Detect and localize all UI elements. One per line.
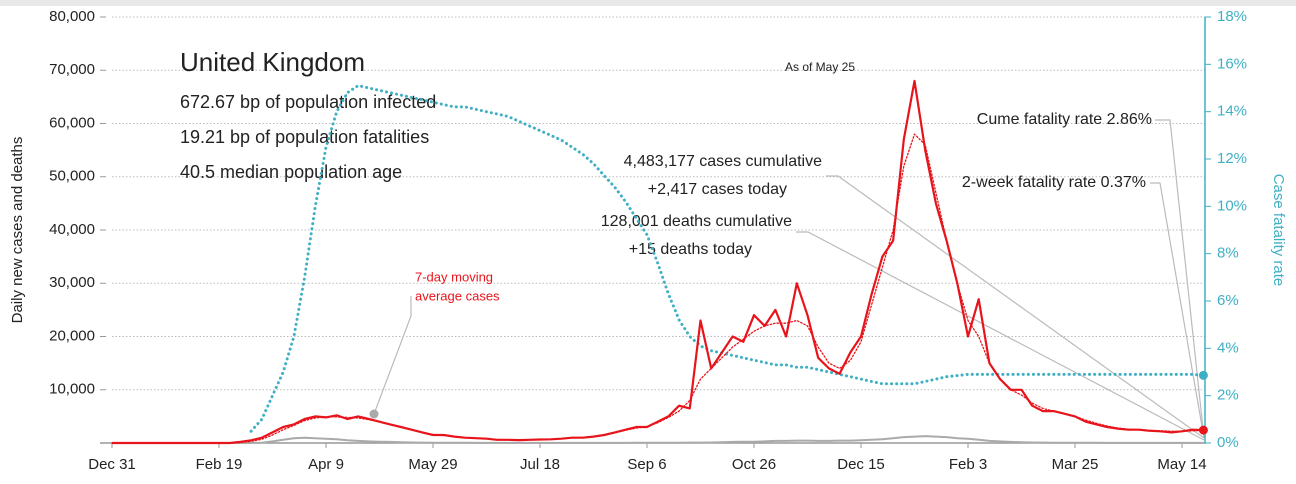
y-tick-label: 30,000 (49, 274, 95, 291)
stat-line: 40.5 median population age (180, 162, 402, 182)
x-tick-label: Feb 19 (196, 456, 243, 473)
y-tick-label: 40,000 (49, 221, 95, 238)
y2-tick-label: 6% (1217, 292, 1239, 309)
y2-axis-title: Case fatality rate (1270, 174, 1287, 287)
stat-line: 672.67 bp of population infected (180, 92, 436, 112)
x-tick-label: Apr 9 (308, 456, 344, 473)
annotation: average cases (415, 288, 500, 303)
annotation: 128,001 deaths cumulative (601, 213, 792, 230)
leader-dot (369, 409, 379, 419)
x-tick-label: Mar 25 (1052, 456, 1099, 473)
x-tick-label: May 29 (408, 456, 457, 473)
series-line (112, 79, 1204, 445)
y-axis-title: Daily new cases and deaths (9, 137, 26, 324)
annotation: 7-day moving (415, 269, 493, 284)
annotation: +15 deaths today (629, 241, 752, 258)
x-tick-label: May 14 (1157, 456, 1206, 473)
y-tick-label: 10,000 (49, 381, 95, 398)
leader-lines (369, 119, 1205, 441)
y-tick-label: 80,000 (49, 8, 95, 25)
y2-tick-label: 0% (1217, 434, 1239, 451)
y2-tick-label: 18% (1217, 8, 1247, 25)
x-tick-label: Feb 3 (949, 456, 987, 473)
x-tick-label: Jul 18 (520, 456, 560, 473)
leader-line (1150, 182, 1205, 439)
annotation: 2-week fatality rate 0.37% (962, 174, 1146, 191)
series-line (112, 435, 1204, 444)
as-of: As of May 25 (785, 60, 855, 74)
y2-tick-label: 2% (1217, 387, 1239, 404)
x-tick-label: Dec 31 (88, 456, 136, 473)
y-tick-label: 60,000 (49, 114, 95, 131)
y-tick-label: 50,000 (49, 168, 95, 185)
top-band (0, 0, 1296, 6)
end-dot (1198, 425, 1208, 435)
annotation: +2,417 cases today (648, 181, 787, 198)
y2-tick-label: 16% (1217, 55, 1247, 72)
leader-line (373, 296, 412, 415)
x-tick-label: Sep 6 (627, 456, 666, 473)
y2-tick-label: 8% (1217, 245, 1239, 262)
leader-line (796, 231, 1205, 441)
country-title: United Kingdom (180, 47, 365, 77)
leader-line (826, 175, 1205, 439)
y2-tick-label: 14% (1217, 103, 1247, 120)
y2-tick-label: 10% (1217, 197, 1247, 214)
y2-tick-label: 4% (1217, 339, 1239, 356)
y2-tick-label: 12% (1217, 150, 1247, 167)
annotation: 4,483,177 cases cumulative (624, 153, 822, 170)
y-tick-label: 20,000 (49, 327, 95, 344)
end-dot (1198, 370, 1208, 380)
x-tick-label: Dec 15 (837, 456, 885, 473)
annotation: Cume fatality rate 2.86% (977, 111, 1152, 128)
series-line (249, 84, 1205, 433)
x-tick-label: Oct 26 (732, 456, 776, 473)
y-tick-label: 70,000 (49, 61, 95, 78)
stat-line: 19.21 bp of population fatalities (180, 127, 429, 147)
leader-line (1155, 119, 1205, 439)
